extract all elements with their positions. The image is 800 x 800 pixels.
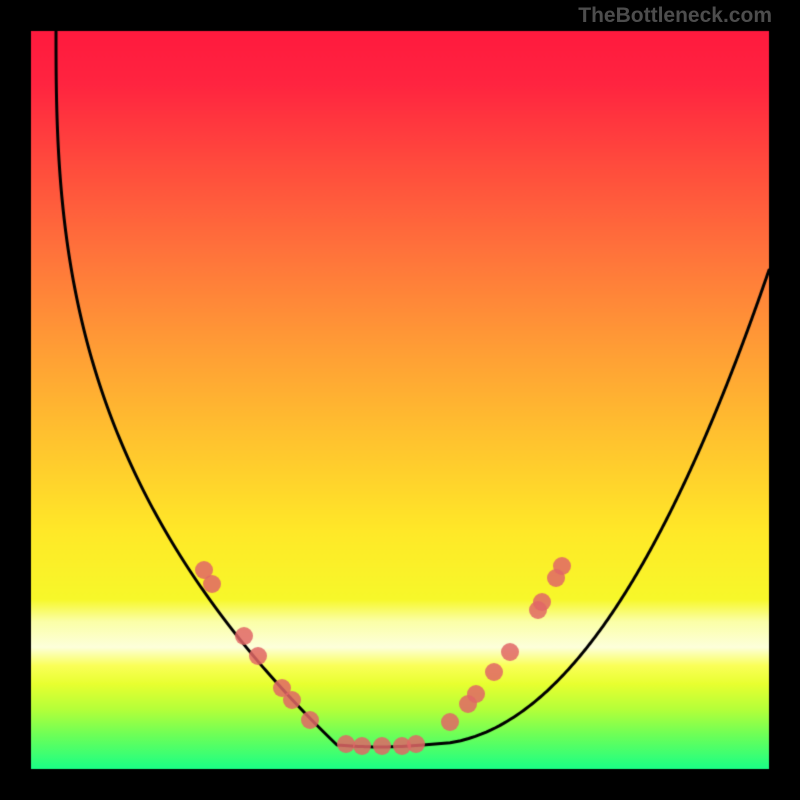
- bottleneck-chart-canvas: [0, 0, 800, 800]
- chart-root: TheBottleneck.com: [0, 0, 800, 800]
